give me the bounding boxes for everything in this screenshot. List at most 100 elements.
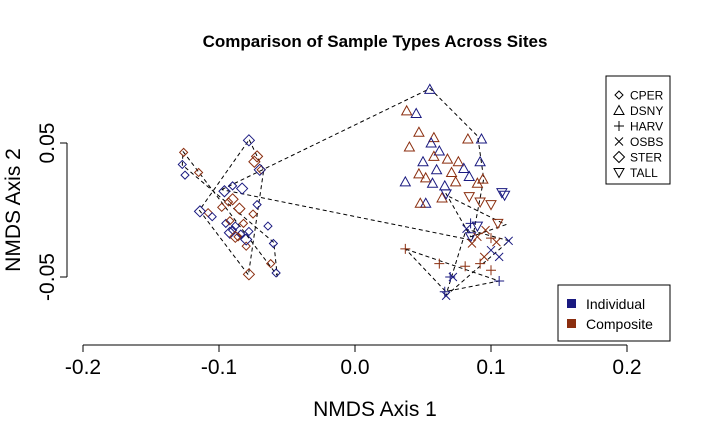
y-axis-title: NMDS Axis 2 <box>2 148 25 272</box>
point-cper-14 <box>244 226 254 237</box>
point-dsny-16 <box>413 167 425 179</box>
point-osbs-1 <box>448 272 458 282</box>
point-osbs-2 <box>462 224 471 234</box>
point-cper-22 <box>193 167 204 178</box>
legend-symbol-tall <box>613 168 625 179</box>
point-dsny-10 <box>457 162 470 173</box>
color-legend: Individual Composite <box>557 284 671 342</box>
point-cper-6 <box>223 197 234 207</box>
point-harv-4 <box>460 261 471 272</box>
point-ster-9 <box>193 205 207 218</box>
x-tick-label: 0.2 <box>612 356 641 379</box>
point-dsny-11 <box>463 170 476 181</box>
point-dsny-4 <box>428 131 440 143</box>
hull-ster <box>198 139 265 277</box>
hull-dsny <box>221 87 485 241</box>
point-ster-0 <box>242 134 256 147</box>
point-osbs-5 <box>486 245 496 255</box>
point-ster-3 <box>235 182 249 195</box>
point-cper-3 <box>207 211 217 222</box>
point-cper-0 <box>177 159 187 170</box>
point-dsny-21 <box>445 166 458 177</box>
point-harv-8 <box>486 233 496 244</box>
legend-label-cper: CPER <box>630 89 664 103</box>
legend-symbol-cper <box>614 90 624 100</box>
legend-label-osbs: OSBS <box>630 135 663 149</box>
point-cper-16 <box>252 199 262 210</box>
point-ster-1 <box>250 150 264 163</box>
point-dsny-17 <box>419 171 432 183</box>
x-tick-label: 0.1 <box>476 356 505 379</box>
point-cper-5 <box>221 218 231 229</box>
site-hulls <box>181 87 511 297</box>
x-tick-label: 0.0 <box>340 356 369 379</box>
point-dsny-9 <box>452 155 465 167</box>
point-dsny-0 <box>423 83 436 94</box>
legend-symbol-harv <box>614 121 624 131</box>
legend-label-tall: TALL <box>630 166 658 180</box>
y-tick-label: 0.05 <box>36 123 59 164</box>
point-cper-2 <box>203 207 213 218</box>
point-ster-6 <box>223 226 237 239</box>
point-dsny-5 <box>425 136 438 148</box>
point-cper-24 <box>227 181 238 191</box>
point-tall-5 <box>485 200 497 211</box>
x-tick-label: -0.2 <box>65 356 101 379</box>
color-legend-box <box>557 284 671 342</box>
point-dsny-6 <box>433 145 446 156</box>
point-osbs-7 <box>494 252 504 262</box>
point-dsny-3 <box>413 126 425 137</box>
point-dsny-14 <box>462 132 474 144</box>
point-cper-18 <box>263 221 273 231</box>
point-cper-12 <box>238 218 249 229</box>
legend-swatch-composite <box>567 319 576 328</box>
point-harv-0 <box>400 243 411 254</box>
point-ster-7 <box>229 230 242 244</box>
point-cper-23 <box>178 147 189 158</box>
point-dsny-1 <box>410 107 423 119</box>
legend-label-individual: Individual <box>586 296 645 312</box>
point-cper-1 <box>180 170 190 180</box>
point-tall-2 <box>474 197 486 208</box>
legend-swatch-individual <box>567 299 576 308</box>
point-harv-5 <box>475 258 486 269</box>
point-osbs-9 <box>479 252 489 262</box>
point-tall-1 <box>463 192 476 203</box>
point-ster-12 <box>239 233 253 246</box>
point-cper-10 <box>233 232 243 242</box>
point-cper-9 <box>230 221 241 231</box>
point-osbs-3 <box>473 232 482 242</box>
legend-label-dsny: DSNY <box>630 104 663 118</box>
point-dsny-18 <box>426 177 439 188</box>
point-osbs-6 <box>492 237 501 247</box>
point-cper-13 <box>241 241 251 251</box>
legend-label-harv: HARV <box>630 120 663 134</box>
point-cper-20 <box>268 238 279 249</box>
point-tall-4 <box>496 188 508 199</box>
point-dsny-13 <box>475 132 488 144</box>
point-dsny-27 <box>399 175 412 187</box>
point-cper-19 <box>265 258 276 269</box>
y-axis: -0.05 0.05 <box>36 123 68 301</box>
point-dsny-12 <box>474 155 486 167</box>
point-harv-6 <box>486 265 496 276</box>
legend-symbol-osbs <box>614 137 624 146</box>
point-cper-4 <box>217 202 227 213</box>
point-dsny-8 <box>441 153 454 164</box>
x-axis: -0.2 -0.1 0.0 0.1 0.2 <box>65 344 642 379</box>
point-dsny-24 <box>476 173 489 184</box>
point-tall-0 <box>440 189 452 200</box>
legend-label-ster: STER <box>630 151 662 165</box>
point-ster-2 <box>253 163 267 177</box>
point-harv-1 <box>434 258 445 269</box>
point-cper-17 <box>256 165 266 175</box>
point-tall-7 <box>491 218 504 230</box>
x-axis-title: NMDS Axis 1 <box>313 398 437 421</box>
x-tick-label: -0.1 <box>201 356 237 379</box>
hull-osbs <box>445 228 511 297</box>
point-harv-9 <box>465 218 476 229</box>
point-harv-7 <box>494 276 505 287</box>
hull-harv <box>405 248 502 293</box>
